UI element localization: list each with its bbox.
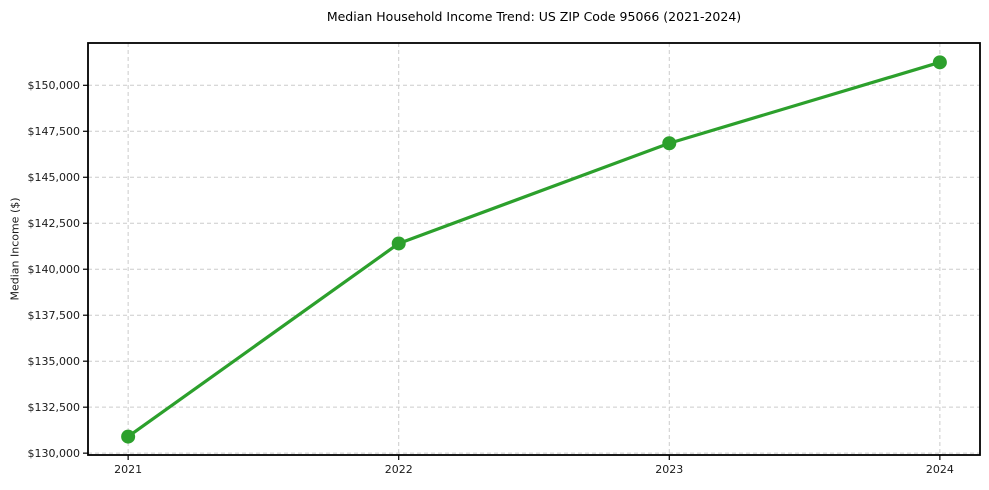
y-tick-label: $135,000 xyxy=(28,355,81,368)
data-point-2023 xyxy=(662,136,677,151)
x-tick-label: 2023 xyxy=(655,463,683,476)
x-tick-label: 2021 xyxy=(114,463,142,476)
y-tick-label: $132,500 xyxy=(28,401,81,414)
chart-title: Median Household Income Trend: US ZIP Co… xyxy=(326,9,742,24)
y-tick-label: $137,500 xyxy=(28,309,81,322)
x-tick-label: 2024 xyxy=(926,463,954,476)
y-tick-label: $150,000 xyxy=(28,79,81,92)
y-tick-label: $147,500 xyxy=(28,125,81,138)
y-tick-label: $140,000 xyxy=(28,263,81,276)
data-point-2021 xyxy=(121,429,136,444)
y-tick-label: $130,000 xyxy=(28,447,81,460)
data-point-2022 xyxy=(391,236,406,251)
y-tick-label: $142,500 xyxy=(28,217,81,230)
plot-frame xyxy=(87,42,981,456)
x-tick-label: 2022 xyxy=(385,463,413,476)
y-tick-label: $145,000 xyxy=(28,171,81,184)
data-point-2024 xyxy=(932,55,947,70)
trend-line xyxy=(126,60,942,439)
